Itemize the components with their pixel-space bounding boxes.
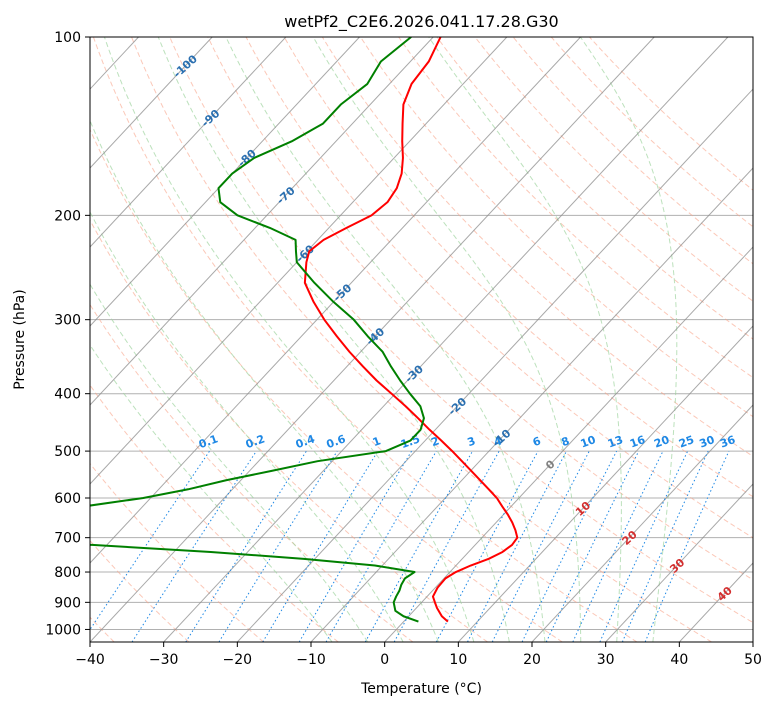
dry-adiabat-line — [436, 37, 753, 340]
isotherm-line — [90, 37, 581, 564]
moist-adiabat-line — [580, 37, 678, 642]
mixing-ratio-label: 0.2 — [244, 432, 267, 451]
moist-adiabat-line — [90, 283, 369, 642]
dry-adiabat-line — [360, 37, 753, 418]
x-tick-label: 10 — [449, 652, 467, 668]
y-tick-label: 900 — [54, 595, 81, 611]
x-tick-label: 20 — [523, 652, 541, 668]
isotherm-line — [605, 483, 753, 642]
y-tick-label: 700 — [54, 531, 81, 547]
isotherm-line — [457, 325, 753, 642]
mixing-ratio-label: 0.1 — [197, 432, 220, 451]
x-tick-label: 0 — [380, 652, 389, 668]
axes: −40 −30 −20 −10 0 10 20 30 40 5010020030040050060… — [45, 30, 762, 668]
y-tick-label: 1000 — [45, 622, 81, 638]
chart-title: wetPf2_C2E6.2026.041.17.28.G30 — [284, 12, 558, 32]
isotherm-line — [531, 404, 753, 642]
mixing-ratio-line — [131, 450, 257, 642]
isotherm-line — [90, 37, 508, 485]
x-tick-label: 40 — [670, 652, 688, 668]
y-tick-label: 600 — [54, 491, 81, 507]
isotherm-line — [90, 37, 213, 169]
isotherm-line — [310, 167, 753, 642]
x-tick-label: 30 — [597, 652, 615, 668]
moist-adiabat-line — [157, 37, 510, 642]
mixing-ratio-line — [364, 450, 474, 642]
mixing-ratio-label: 6 — [531, 434, 543, 449]
dry-adiabat-line — [90, 219, 488, 642]
mixing-ratio-label: 10 — [579, 433, 598, 451]
mixing-ratio-line — [521, 450, 618, 642]
mixing-ratio-label: 2 — [429, 434, 441, 449]
dry-adiabat-line — [169, 37, 753, 624]
mixing-ratio-line — [90, 450, 210, 631]
mixing-ratio-label: 1 — [371, 434, 383, 449]
mixing-ratio-label: 13 — [606, 433, 625, 450]
x-tick-label: −40 — [75, 652, 105, 668]
x-tick-label: −10 — [296, 652, 326, 668]
y-tick-label: 800 — [54, 565, 81, 581]
isotherm-line — [90, 37, 287, 248]
dry-adiabat-line — [90, 539, 190, 642]
temperature-line — [303, 37, 519, 623]
dry-adiabat-line — [90, 462, 264, 642]
mixing-ratio-line — [621, 450, 709, 642]
moist-adiabat-line — [103, 37, 475, 642]
y-tick-label: 100 — [54, 30, 81, 46]
moist-adiabat-line — [225, 37, 546, 642]
mixing-ratio-label: 0.4 — [294, 432, 317, 451]
dry-adiabat-line — [92, 37, 638, 642]
mixing-ratio-label: 1.5 — [399, 432, 422, 451]
isotherm-line — [384, 246, 753, 642]
mixing-ratio-line — [185, 450, 307, 642]
x-tick-label: 50 — [744, 652, 762, 668]
mixing-ratio-line — [262, 450, 379, 642]
x-axis-label: Temperature (°C) — [360, 681, 482, 697]
mixing-ratio-line — [218, 450, 338, 642]
y-tick-label: 500 — [54, 444, 81, 460]
y-axis-label: Pressure (hPa) — [12, 289, 28, 389]
mixing-ratio-label: 30 — [698, 433, 717, 451]
dewpoint-line — [90, 37, 425, 623]
isotherm-line — [236, 88, 753, 642]
isotherm-line — [90, 37, 434, 406]
mixing-ratio-label: 36 — [718, 433, 737, 451]
mixing-ratio-line — [393, 450, 500, 642]
x-tick-label: −30 — [149, 652, 179, 668]
mixing-ratio-label: 20 — [652, 433, 671, 451]
isotherm-line — [90, 37, 360, 327]
profile-lines — [90, 37, 519, 623]
dry-adiabat-line — [474, 37, 753, 302]
y-tick-label: 200 — [54, 208, 81, 224]
mixing-ratio-line — [644, 450, 730, 642]
dry-adiabat-line — [283, 37, 753, 498]
mixing-ratio-label: 4 — [492, 434, 504, 449]
y-tick-label: 300 — [54, 313, 81, 329]
x-tick-label: −20 — [223, 652, 253, 668]
mixing-ratio-label: 3 — [466, 434, 478, 449]
mixing-ratio-label: 8 — [560, 434, 572, 449]
y-tick-label: 400 — [54, 387, 81, 403]
moist-adiabat-line — [90, 210, 404, 642]
dry-adiabat-line — [90, 128, 563, 642]
mixing-ratio-label: 16 — [628, 433, 647, 451]
plot-frame — [89, 36, 754, 643]
mixing-ratio-line — [491, 450, 590, 642]
isotherm-line — [163, 37, 729, 642]
mixing-ratio-label: 0.6 — [325, 432, 348, 451]
dry-adiabat-line — [321, 37, 753, 457]
mixing-ratio-label: 25 — [677, 433, 696, 450]
